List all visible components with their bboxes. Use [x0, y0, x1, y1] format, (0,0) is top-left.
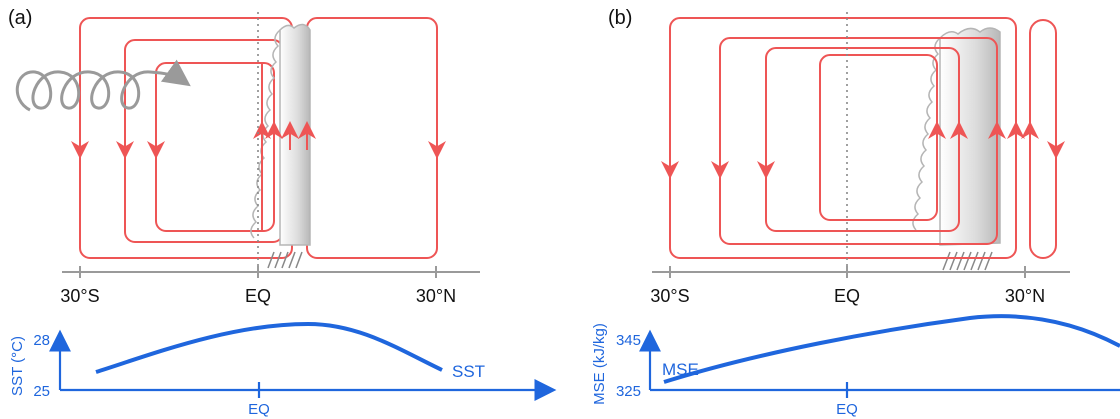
flow-arrows-b [661, 121, 1065, 179]
sst-curve [95, 321, 443, 374]
latitude-axis-b: 30°S EQ 30°N [650, 266, 1070, 306]
summer-cell-b [1029, 19, 1057, 259]
sst-curve-label: SST [452, 362, 485, 381]
latitude-axis-a: 30°S EQ 30°N [60, 266, 480, 306]
lat-tick-30n-b: 30°N [1005, 286, 1045, 306]
sst-tick-eq: EQ [248, 401, 270, 418]
panel-a: (a) [8, 7, 557, 418]
lat-tick-eq-a: EQ [245, 286, 271, 306]
mse-tick-325: 325 [616, 383, 641, 400]
convective-cloud-b [912, 27, 1001, 271]
mse-curve [663, 314, 1120, 384]
lat-tick-30n-a: 30°N [416, 286, 456, 306]
spiral-arrow-icon [15, 59, 191, 112]
cloud-shape-b [939, 27, 1001, 246]
rain-streaks-b [942, 251, 993, 271]
sst-tick-25: 25 [33, 383, 50, 400]
hadley-cell-inner [155, 62, 275, 232]
summer-cell [306, 17, 438, 259]
rain-streaks-a [267, 251, 303, 269]
hadley-cell-3-b [765, 47, 960, 232]
panel-b: (b) [591, 7, 1120, 418]
mse-axis-label: MSE (kJ/kg) [591, 323, 608, 405]
sst-tick-28: 28 [33, 332, 50, 349]
cloud-outline-left [250, 29, 281, 239]
panel-a-label: (a) [8, 7, 32, 29]
cloud-outline-left-b [912, 37, 941, 231]
lat-tick-30s-a: 30°S [60, 286, 99, 306]
mse-profile: MSE 345 325 EQ MSE (kJ/kg) [591, 314, 1120, 418]
lat-tick-eq-b: EQ [834, 286, 860, 306]
panel-b-label: (b) [608, 7, 632, 29]
mse-curve-label: MSE [662, 360, 699, 379]
mse-tick-345: 345 [616, 332, 641, 349]
hadley-cell-outer [79, 17, 293, 259]
mse-tick-eq: EQ [836, 401, 858, 418]
cloud-shape [279, 23, 311, 246]
sst-profile: SST 28 25 EQ SST (°C) [9, 321, 557, 418]
hadley-cell-middle [124, 39, 284, 243]
sst-axis-label: SST (°C) [9, 336, 26, 396]
lat-tick-30s-b: 30°S [650, 286, 689, 306]
hadley-cell-inner-b [819, 54, 938, 221]
